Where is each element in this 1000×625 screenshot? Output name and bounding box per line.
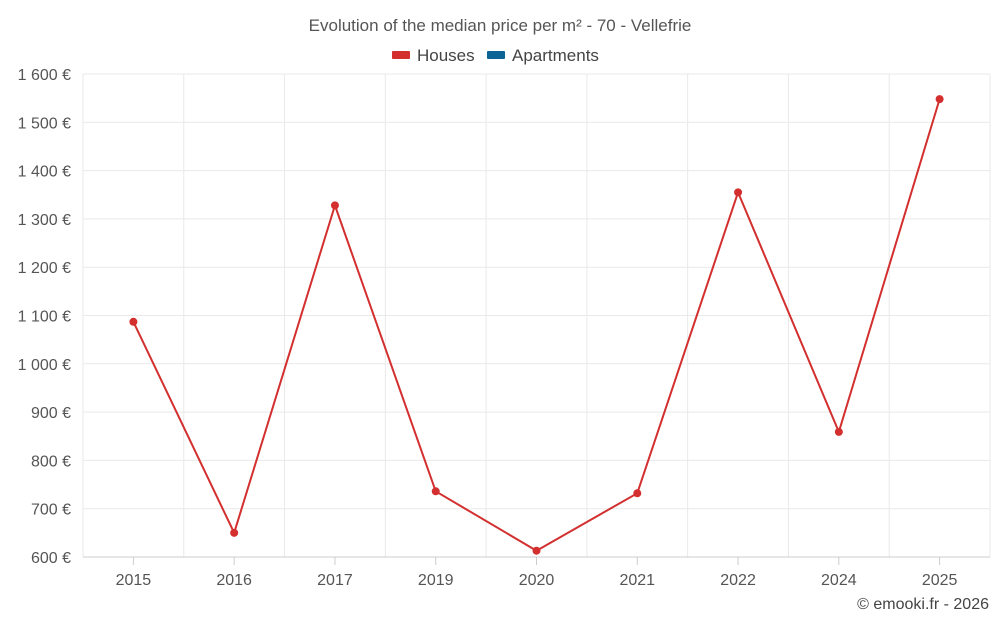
x-gridlines	[82, 74, 991, 557]
x-tick-label: 2016	[216, 572, 252, 589]
data-point-houses[interactable]	[935, 95, 944, 104]
chart-title: Evolution of the median price per m² - 7…	[309, 16, 692, 35]
x-tick-label: 2025	[922, 572, 958, 589]
series-houses	[129, 95, 944, 555]
y-tick-label: 1 000 €	[18, 357, 71, 374]
y-tick-label: 1 400 €	[18, 164, 71, 181]
legend-item-apartments[interactable]: Apartments	[487, 46, 599, 65]
x-tick-label: 2024	[821, 572, 857, 589]
y-axis: 600 € 700 € 800 € 900 € 1 000 € 1 100 € 1 200 …	[18, 67, 71, 567]
legend-item-houses[interactable]: Houses	[392, 46, 475, 65]
x-tick-label: 2017	[317, 572, 353, 589]
x-tick-label: 2015	[116, 572, 152, 589]
credit-text: © emooki.fr - 2026	[857, 596, 989, 613]
data-point-houses[interactable]	[330, 201, 339, 210]
y-tick-label: 600 €	[31, 550, 71, 567]
y-tick-label: 1 600 €	[18, 67, 71, 84]
x-tick-label: 2019	[418, 572, 454, 589]
data-point-houses[interactable]	[734, 188, 743, 197]
data-point-houses[interactable]	[532, 546, 541, 555]
data-point-houses[interactable]	[633, 489, 642, 498]
y-tick-label: 1 500 €	[18, 115, 71, 132]
series-line-houses	[132, 98, 941, 552]
legend-label-apartments: Apartments	[512, 46, 599, 65]
x-tick-label: 2021	[619, 572, 655, 589]
y-tick-label: 800 €	[31, 453, 71, 470]
legend-label-houses: Houses	[417, 46, 475, 65]
y-tick-label: 900 €	[31, 405, 71, 422]
y-tick-label: 1 100 €	[18, 309, 71, 326]
y-gridlines	[83, 73, 990, 558]
data-point-houses[interactable]	[230, 528, 239, 537]
y-tick-label: 700 €	[31, 502, 71, 519]
legend-swatch-houses	[392, 51, 410, 59]
x-tick-label: 2020	[519, 572, 555, 589]
data-point-houses[interactable]	[129, 317, 138, 326]
data-point-houses[interactable]	[431, 487, 440, 496]
data-point-houses[interactable]	[834, 427, 843, 436]
y-tick-label: 1 200 €	[18, 260, 71, 277]
x-tick-label: 2022	[720, 572, 756, 589]
legend: Houses Apartments	[392, 46, 599, 65]
y-tick-label: 1 300 €	[18, 212, 71, 229]
legend-swatch-apartments	[487, 51, 505, 59]
x-axis: 2015 2016 2017 2019 2020 2021 2022 2024 2025	[83, 556, 990, 589]
